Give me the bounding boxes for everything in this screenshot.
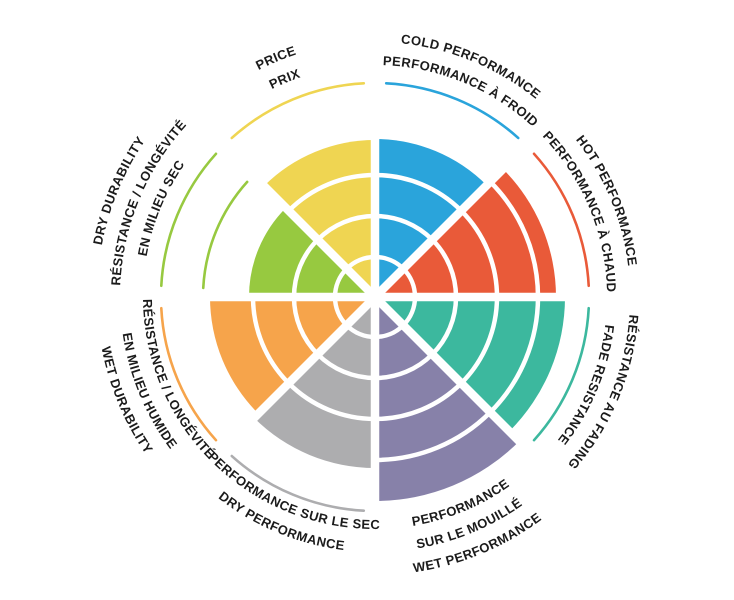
ring-separator-arc: [316, 213, 376, 242]
sector-wedge-dry-performance: [254, 297, 375, 468]
sector-wedges-group: [210, 139, 565, 501]
sector-divider-spoke: [215, 137, 379, 301]
sector-wedge-fade-resistance: [375, 297, 565, 432]
ring-separator-arc: [374, 381, 463, 422]
label-arc-fade-resistance: [532, 306, 591, 442]
ring-separator-arc: [374, 410, 492, 463]
inner-accent-arc-dry-durability: [201, 180, 249, 290]
ring-separator-arc: [291, 238, 320, 298]
ring-separator-arc: [459, 209, 500, 298]
ring-separator-arc: [250, 296, 291, 385]
ring-separator-arc: [488, 180, 541, 298]
ring-separator-arc: [374, 213, 434, 242]
sector-wedge-wet-durability: [210, 297, 375, 414]
label-arcs-group: [159, 81, 591, 513]
ring-separator-arc: [287, 172, 376, 213]
ring-separator-arc: [430, 238, 459, 298]
label-arc-dry-durability: [159, 152, 218, 288]
ring-separator-arc: [488, 296, 541, 414]
ring-separator-arc: [374, 172, 463, 213]
label-arc-dry-performance: [230, 454, 366, 513]
sector-divider-spoke: [215, 293, 379, 457]
label-arc-hot-performance: [532, 152, 591, 288]
label-arc-wet-durability: [159, 306, 218, 442]
sector-divider-spokes-group: [153, 75, 597, 519]
label-arc-cold-performance: [384, 81, 520, 140]
sector-wedge-wet-performance: [375, 297, 520, 501]
ring-separator-arc: [291, 296, 320, 356]
ring-separator-arc: [374, 352, 434, 381]
ring-separator-arc: [459, 296, 500, 385]
label-arc-price: [230, 81, 366, 140]
ring-separator-arc: [287, 381, 376, 422]
sector-divider-spoke: [371, 293, 535, 457]
ring-separator-arc: [316, 352, 376, 381]
ring-separator-arc: [430, 296, 459, 356]
sector-divider-spoke: [371, 137, 535, 301]
sector-wedge-hot-performance: [375, 169, 556, 297]
